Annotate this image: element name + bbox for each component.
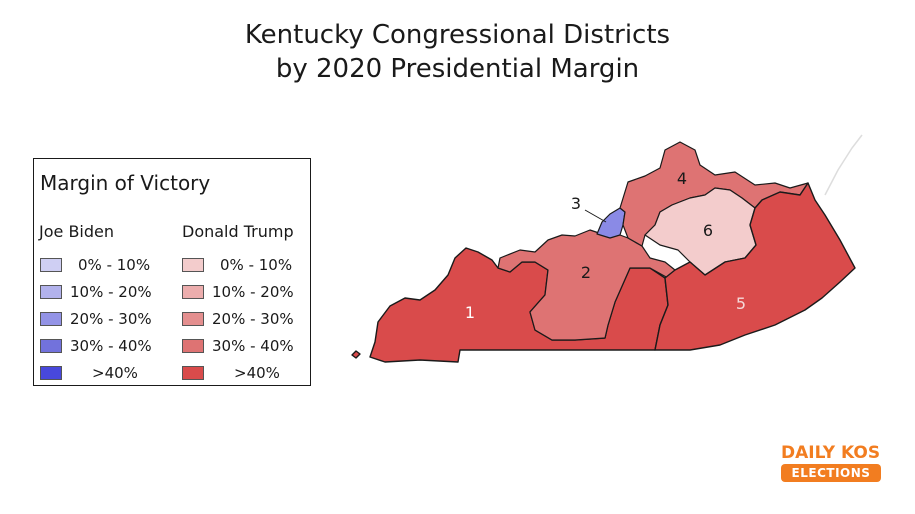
legend-swatch [182,339,204,353]
legend-item-biden-20-30: 20% - 30% [40,310,170,328]
legend-label: 30% - 40% [212,337,294,355]
legend-item-biden-30-40: 30% - 40% [40,337,170,355]
legend-label: 20% - 30% [70,310,152,328]
legend-item-trump-30-40: 30% - 40% [182,337,307,355]
legend-swatch [182,258,204,272]
legend-swatch [182,366,204,380]
legend-biden-header: Joe Biden [39,222,114,241]
legend-item-trump-10-20: 10% - 20% [182,283,307,301]
legend-label: 0% - 10% [220,256,293,274]
legend-item-trump-0-10: 0% - 10% [182,256,307,274]
legend-swatch [40,312,62,326]
district-5[interactable] [654,182,856,351]
legend-item-biden-40plus: >40% [40,364,170,382]
legend-swatch [40,339,62,353]
logo-bottom-text: ELECTIONS [781,464,881,482]
legend-swatch [182,285,204,299]
legend-label: 30% - 40% [70,337,152,355]
legend-item-biden-0-10: 0% - 10% [40,256,170,274]
legend-label: 0% - 10% [78,256,151,274]
legend-label: 10% - 20% [70,283,152,301]
district-label-2: 2 [581,263,591,282]
logo-top-text: DAILY KOS [781,443,881,463]
map-title-line-1: Kentucky Congressional Districts [244,20,671,50]
legend-title: Margin of Victory [40,171,211,195]
legend-swatch [40,258,62,272]
ohio-river-outline [824,134,863,196]
daily-kos-elections-logo: DAILY KOS ELECTIONS [781,444,881,482]
legend-item-biden-10-20: 10% - 20% [40,283,170,301]
legend-swatch [182,312,204,326]
legend-label: 20% - 30% [212,310,294,328]
legend-swatch [40,285,62,299]
legend: Margin of Victory Joe Biden Donald Trump… [33,158,311,386]
district-label-6: 6 [703,221,713,240]
district-3[interactable] [596,207,626,239]
district-label-1: 1 [465,303,475,322]
map-title: Kentucky Congressional Districts by 2020… [0,18,915,86]
legend-item-trump-40plus: >40% [182,364,307,382]
district-label-3: 3 [571,194,581,213]
district-label-4: 4 [677,169,687,188]
map-title-line-2: by 2020 Presidential Margin [275,54,640,84]
district-3-leader-line [584,209,607,223]
legend-label: >40% [234,364,280,382]
legend-trump-header: Donald Trump [182,222,294,241]
district-label-5: 5 [736,294,746,313]
legend-label: >40% [92,364,138,382]
legend-swatch [40,366,62,380]
legend-item-trump-20-30: 20% - 30% [182,310,307,328]
legend-label: 10% - 20% [212,283,294,301]
